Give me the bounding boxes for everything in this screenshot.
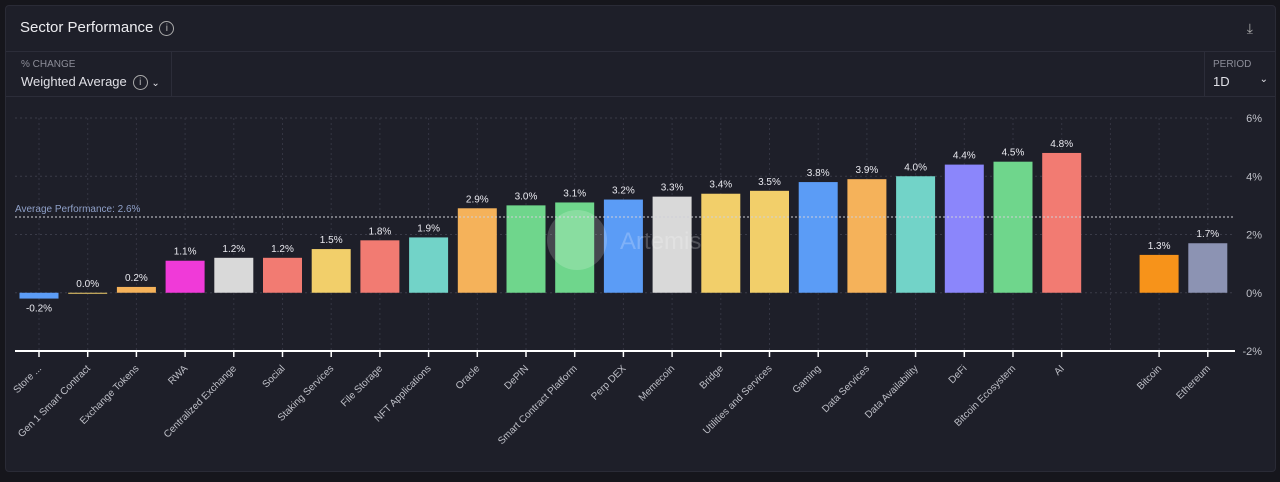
info-icon[interactable]: i <box>159 20 175 36</box>
data-label: 2.9% <box>466 194 489 205</box>
bar <box>652 196 692 293</box>
bar <box>165 260 205 293</box>
bar <box>506 205 546 293</box>
x-tick-label: DePIN <box>503 363 532 392</box>
data-label: 3.0% <box>515 191 538 202</box>
x-tick-label: Oracle <box>454 363 483 392</box>
data-label: 1.2% <box>222 244 245 255</box>
data-label: 4.8% <box>1050 139 1073 150</box>
y-tick-label: 6% <box>1246 113 1262 125</box>
bar <box>19 292 59 299</box>
data-label: 1.9% <box>417 223 440 234</box>
y-tick-label: 4% <box>1246 171 1262 183</box>
x-tick-label: Data Availability <box>863 363 921 421</box>
data-label: 3.4% <box>709 180 732 191</box>
y-tick-label: -2% <box>1242 346 1262 358</box>
data-label: 0.0% <box>76 279 99 290</box>
bar <box>263 257 302 293</box>
average-label: Average Performance: 2.6% <box>15 204 141 215</box>
metric-label: % CHANGE <box>21 59 76 70</box>
data-label: -0.2% <box>26 304 52 315</box>
chevron-down-icon: ⌄ <box>151 78 160 89</box>
controls-row: % CHANGE Weighted Average i ⌄ PERIOD 1D ⌄ <box>6 52 1275 97</box>
data-label: 3.9% <box>856 165 879 176</box>
bar <box>701 193 741 293</box>
data-label: 4.5% <box>1002 148 1025 159</box>
x-tick-label: DeFi <box>947 363 970 386</box>
watermark-text: Artemis <box>620 228 701 255</box>
data-label: 1.8% <box>369 226 392 237</box>
bar <box>360 240 400 293</box>
x-tick-label: Bridge <box>698 363 727 392</box>
metric-value: Weighted Average <box>21 74 127 89</box>
x-tick-label: Perp DEX <box>589 363 628 402</box>
bar <box>311 249 351 293</box>
bar <box>1139 254 1179 293</box>
period-label: PERIOD <box>1213 59 1252 70</box>
metric-selector[interactable]: % CHANGE Weighted Average i ⌄ <box>6 52 172 96</box>
info-icon[interactable]: i <box>132 75 148 91</box>
bar <box>68 292 108 294</box>
x-tick-label: Gaming <box>791 363 824 396</box>
chart-title: Sector Performance i <box>20 19 175 36</box>
x-tick-label: Data Services <box>820 363 872 415</box>
x-tick-label: Bitcoin <box>1135 363 1164 392</box>
chevron-down-icon: ⌄ <box>1259 74 1268 85</box>
bar <box>409 237 449 293</box>
period-selector[interactable]: PERIOD 1D ⌄ <box>1204 52 1275 96</box>
period-value: 1D <box>1213 74 1230 89</box>
data-label: 4.4% <box>953 151 976 162</box>
data-label: 1.2% <box>271 244 294 255</box>
bar <box>798 182 838 293</box>
data-label: 0.2% <box>125 273 148 284</box>
card-header: Sector Performance i ⤓ <box>6 6 1275 52</box>
bar <box>116 286 156 293</box>
bar <box>944 164 984 293</box>
x-tick-label: AI <box>1052 363 1066 377</box>
x-tick-label: Smart Contract Platform <box>496 363 580 447</box>
bar <box>603 199 643 293</box>
x-tick-label: RWA <box>166 363 190 387</box>
x-tick-label: File Storage <box>339 363 385 409</box>
data-label: 1.5% <box>320 235 343 246</box>
data-label: 4.0% <box>904 162 927 173</box>
bar <box>750 190 789 293</box>
bar <box>214 257 254 293</box>
data-label: 3.2% <box>612 186 635 197</box>
data-label: 1.7% <box>1196 229 1219 240</box>
bar <box>457 208 497 293</box>
watermark-logo <box>547 210 607 270</box>
x-tick-label: Ethereum <box>1174 363 1212 401</box>
data-label: 1.1% <box>174 247 197 258</box>
bar <box>847 179 887 293</box>
x-tick-label: Memecoin <box>637 363 677 403</box>
x-tick-label: Social <box>261 363 288 390</box>
data-label: 3.5% <box>758 177 781 188</box>
download-icon[interactable]: ⤓ <box>1246 20 1253 36</box>
x-tick-label: Store ... <box>12 363 45 396</box>
bar <box>1042 152 1082 293</box>
data-label: 1.3% <box>1148 241 1171 252</box>
bar <box>993 161 1033 293</box>
bar <box>1188 243 1228 293</box>
data-label: 3.1% <box>563 188 586 199</box>
data-label: 3.8% <box>807 168 830 179</box>
bar <box>896 176 936 293</box>
y-tick-label: 0% <box>1246 288 1262 300</box>
data-label: 3.3% <box>661 183 684 194</box>
title-text: Sector Performance <box>20 19 154 36</box>
y-tick-label: 2% <box>1246 230 1262 242</box>
